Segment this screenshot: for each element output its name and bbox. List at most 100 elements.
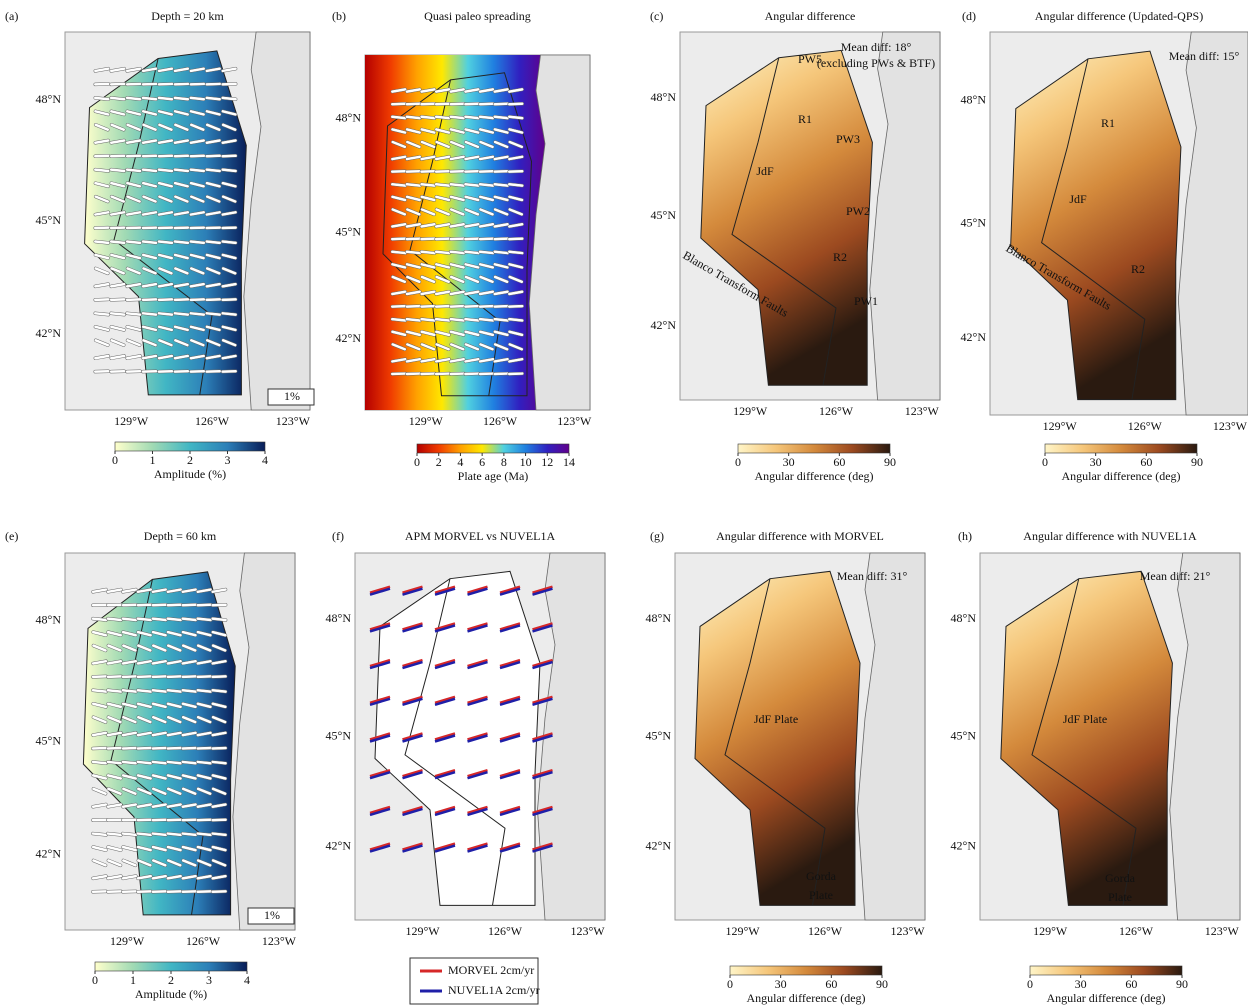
lon-label: 126°W	[1119, 924, 1154, 938]
apm-arrow	[434, 771, 456, 780]
annotation: Gorda	[1105, 871, 1136, 885]
lat-label: 48°N	[651, 90, 677, 104]
anisotropy-bar	[141, 109, 158, 117]
apm-arrow	[434, 660, 456, 670]
anisotropy-bar	[220, 369, 238, 374]
anisotropy-bar	[157, 154, 174, 158]
anisotropy-bar	[449, 289, 466, 296]
colorbar-tick-label: 60	[1125, 977, 1137, 991]
anisotropy-bar	[205, 123, 222, 132]
anisotropy-bar	[106, 674, 123, 679]
lat-label: 48°N	[336, 111, 362, 125]
plate-boundary	[1041, 58, 1146, 400]
anisotropy-bar	[493, 275, 509, 284]
anisotropy-bar	[157, 311, 174, 317]
anisotropy-bar	[180, 889, 198, 894]
apm-arrow	[499, 732, 521, 741]
anisotropy-bar	[157, 210, 174, 217]
apm-arrow	[499, 844, 521, 853]
apm-arrow	[402, 807, 423, 817]
apm-arrow	[467, 842, 488, 851]
anisotropy-bar	[157, 181, 174, 189]
colorbar	[729, 965, 883, 976]
anisotropy-bar	[220, 297, 238, 302]
study-region	[700, 49, 873, 386]
anisotropy-bar	[205, 181, 222, 189]
anisotropy-bar	[493, 195, 510, 202]
apm-arrow	[467, 844, 488, 853]
anisotropy-bar	[125, 154, 142, 158]
anisotropy-bar	[91, 773, 108, 781]
anisotropy-bar	[419, 169, 437, 174]
colorbar-tick-label: 12	[541, 455, 553, 469]
anisotropy-bar	[419, 127, 437, 135]
anisotropy-bar	[141, 282, 158, 289]
lat-label: 45°N	[36, 213, 62, 227]
anisotropy-bar	[106, 587, 123, 594]
anisotropy-bar	[173, 210, 190, 217]
anisotropy-bar	[220, 66, 238, 73]
apm-arrow	[499, 658, 521, 668]
anisotropy-bar	[157, 66, 174, 73]
anisotropy-bar	[221, 253, 238, 260]
anisotropy-bar	[151, 817, 168, 822]
anisotropy-bar	[405, 207, 422, 217]
anisotropy-bar	[106, 715, 123, 724]
scale-box	[247, 907, 295, 925]
colorbar-tick-label: 2	[436, 455, 442, 469]
anisotropy-bar	[93, 282, 110, 289]
anisotropy-bar	[220, 82, 238, 87]
anisotropy-bar	[210, 874, 228, 881]
lon-label: 129°W	[409, 414, 444, 428]
anisotropy-bar	[121, 746, 138, 751]
anisotropy-bar	[205, 167, 222, 173]
anisotropy-bar	[173, 239, 190, 245]
anisotropy-bar	[390, 262, 407, 270]
lat-label: 48°N	[36, 92, 62, 106]
anisotropy-bar	[125, 210, 142, 217]
anisotropy-bar	[390, 140, 407, 149]
anisotropy-bar	[106, 889, 123, 894]
apm-arrow	[369, 734, 391, 743]
anisotropy-bar	[173, 66, 190, 73]
anisotropy-bar	[91, 874, 108, 881]
anisotropy-bar	[463, 371, 481, 376]
anisotropy-bar	[220, 138, 238, 145]
anisotropy-bar	[492, 304, 510, 309]
legend-box	[409, 957, 539, 1005]
annotation: JdF	[756, 164, 774, 178]
anisotropy-bar	[91, 715, 108, 724]
lat-label: 42°N	[651, 318, 677, 332]
anisotropy-bar	[106, 858, 123, 868]
apm-arrow	[499, 624, 521, 633]
anisotropy-bar	[507, 222, 524, 229]
anisotropy-bar	[180, 817, 198, 822]
anisotropy-bar	[181, 659, 198, 666]
apm-arrow	[499, 771, 521, 780]
anisotropy-bar	[434, 329, 451, 337]
colorbar-tick-label: 0	[112, 453, 118, 467]
anisotropy-bar	[166, 817, 183, 822]
anisotropy-bar	[507, 195, 524, 202]
anisotropy-bar	[157, 369, 174, 374]
anisotropy-bar	[405, 169, 422, 174]
apm-arrow	[434, 658, 456, 668]
lat-label: 48°N	[36, 613, 62, 627]
annotation: 1%	[284, 389, 300, 403]
anisotropy-bar	[189, 154, 206, 158]
apm-arrow	[434, 732, 456, 741]
anisotropy-bar	[180, 674, 198, 679]
anisotropy-bar	[390, 87, 407, 94]
colorbar-tick-label: 4	[262, 453, 268, 467]
anisotropy-bar	[463, 155, 481, 161]
lon-label: 123°W	[570, 924, 605, 938]
apm-arrow	[402, 842, 423, 851]
anisotropy-bar	[136, 731, 153, 737]
apm-arrow	[532, 660, 553, 670]
apm-arrow	[467, 585, 488, 594]
anisotropy-bar	[507, 207, 524, 217]
anisotropy-bar	[449, 262, 466, 270]
lon-label: 123°W	[890, 924, 925, 938]
anisotropy-bar	[210, 603, 228, 608]
apm-arrow	[532, 585, 553, 594]
